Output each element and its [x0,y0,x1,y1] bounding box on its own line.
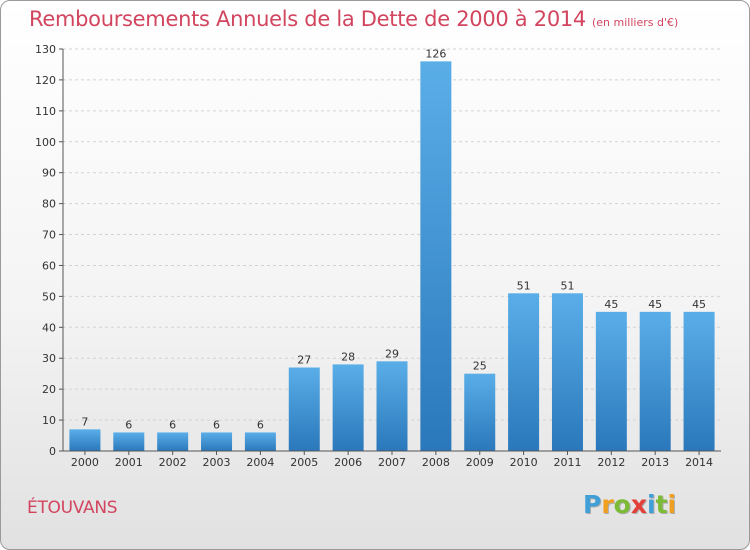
y-tick-label-40: 40 [42,321,56,334]
x-tick-label-2006: 2006 [334,456,362,469]
logo-letter: t [655,490,668,519]
data-label-2006: 28 [341,350,355,363]
logo-letter: x [630,490,647,519]
x-tick-label-2007: 2007 [378,456,406,469]
data-label-2000: 7 [81,415,88,428]
bar-2012 [595,311,627,451]
y-tick-label-60: 60 [42,259,56,272]
x-tick-label-2011: 2011 [553,456,581,469]
axes [62,49,721,452]
x-tick-label-2002: 2002 [159,456,187,469]
data-label-2009: 25 [473,360,487,373]
bars [69,61,715,451]
x-tick-label-2008: 2008 [422,456,450,469]
data-label-2007: 29 [385,347,399,360]
proxiti-logo: Proxiti [583,490,676,519]
bar-2008 [420,61,452,451]
data-label-2010: 51 [517,279,531,292]
x-tick-label-2003: 2003 [203,456,231,469]
y-tick-label-110: 110 [35,105,56,118]
chart-subtitle: (en milliers d'€) [592,16,679,29]
bar-2003 [201,432,233,451]
x-tick-label-2000: 2000 [71,456,99,469]
logo-letter: i [647,490,656,519]
y-tick-label-120: 120 [35,74,56,87]
y-axis-ticks: 0 10 20 30 40 50 60 70 80 90 100 110 120 130 [35,43,63,458]
data-labels: 7 6 6 6 6 27 28 29 126 25 51 51 45 45 45 [81,47,706,431]
y-tick-label-30: 30 [42,352,56,365]
x-tick-label-2004: 2004 [246,456,274,469]
data-label-2011: 51 [560,279,574,292]
bar-2010 [508,293,540,451]
bar-2014 [683,311,715,451]
data-label-2014: 45 [692,298,706,311]
logo-letter: i [667,490,677,519]
data-label-2008: 126 [425,47,446,60]
x-axis-ticks: 2000 2001 2002 2003 2004 2005 2006 2007 2008 2009… [71,451,713,469]
data-label-2013: 45 [648,298,662,311]
x-tick-label-2005: 2005 [290,456,318,469]
y-tick-label-90: 90 [42,167,56,180]
x-tick-label-2001: 2001 [115,456,143,469]
y-tick-label-70: 70 [42,229,56,242]
data-label-2012: 45 [604,298,618,311]
chart-title-text: Remboursements Annuels de la Dette de 20… [29,7,586,31]
bar-2006 [332,364,364,451]
bar-2011 [551,293,583,451]
data-label-2003: 6 [213,418,220,431]
logo-letter: P [583,490,602,519]
y-tick-label-130: 130 [35,43,56,56]
data-label-2005: 27 [297,354,311,367]
location-label: ÉTOUVANS [27,498,118,518]
y-tick-label-0: 0 [49,445,56,458]
bar-2009 [464,373,496,451]
logo-letter: o [613,490,631,519]
data-label-2004: 6 [257,418,264,431]
data-label-2002: 6 [169,418,176,431]
chart-title: Remboursements Annuels de la Dette de 20… [29,7,678,31]
x-tick-label-2010: 2010 [510,456,538,469]
logo-letter: r [601,490,614,519]
bar-2004 [244,432,276,451]
x-tick-label-2012: 2012 [597,456,625,469]
y-tick-label-80: 80 [42,198,56,211]
data-label-2001: 6 [125,418,132,431]
y-tick-label-20: 20 [42,383,56,396]
bar-2005 [288,367,320,451]
bar-2000 [69,429,101,451]
bar-2007 [376,361,408,451]
bar-2013 [639,311,671,451]
y-tick-label-100: 100 [35,136,56,149]
y-tick-label-10: 10 [42,414,56,427]
x-tick-label-2009: 2009 [466,456,494,469]
bar-2001 [113,432,145,451]
x-tick-label-2014: 2014 [685,456,713,469]
bar-2002 [157,432,189,451]
y-tick-label-50: 50 [42,290,56,303]
x-tick-label-2013: 2013 [641,456,669,469]
